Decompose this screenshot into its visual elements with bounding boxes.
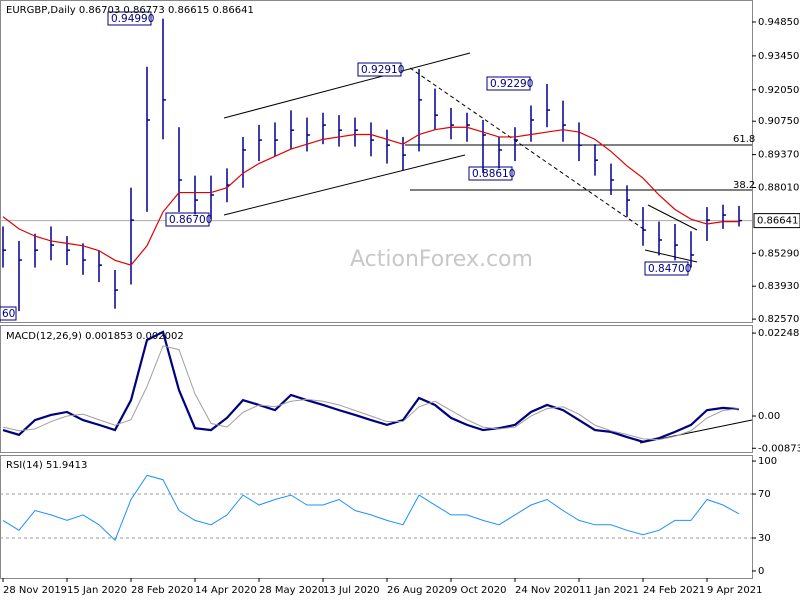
price-label-text: 0.92290 bbox=[490, 78, 533, 90]
price-label: 0.92910 bbox=[357, 62, 404, 77]
price-panel bbox=[0, 0, 753, 323]
indicator-line bbox=[2, 330, 740, 443]
y-tick-label: 0.92050 bbox=[758, 85, 799, 96]
y-tick-label: 0.82570 bbox=[758, 314, 799, 325]
y-tick-label: 0.85290 bbox=[758, 248, 799, 259]
indicator-line bbox=[2, 345, 740, 441]
x-tick-label: 28 Nov 2019 bbox=[3, 585, 67, 596]
y-tick-label: -0.008736 bbox=[758, 443, 800, 454]
x-tick-label: 24 Feb 2021 bbox=[643, 585, 705, 596]
y-tick-label: 0.89370 bbox=[758, 150, 799, 161]
y-tick-label: 30 bbox=[758, 533, 771, 544]
moving-average bbox=[2, 126, 739, 266]
price-label-text: 0.86700 bbox=[169, 214, 212, 226]
price-label-text: 0.94990 bbox=[111, 13, 154, 25]
y-tick-label: 100 bbox=[758, 456, 777, 467]
trend-line bbox=[409, 67, 646, 231]
price-label-text: 0.84700 bbox=[648, 263, 691, 275]
x-tick-label: 13 Jul 2020 bbox=[323, 585, 380, 596]
panel-title: MACD(12,26,9) 0.001853 0.002002 bbox=[6, 331, 184, 342]
price-label: 0.94990 bbox=[107, 11, 154, 26]
y-tick-label: 0.90750 bbox=[758, 116, 799, 127]
y-tick-label: 0.83930 bbox=[758, 281, 799, 292]
price-label: 0.92290 bbox=[486, 76, 533, 91]
price-label-text: 0.88610 bbox=[472, 168, 515, 180]
x-tick-label: 26 Aug 2020 bbox=[387, 585, 451, 596]
price-label: 60 bbox=[0, 306, 17, 321]
x-tick-label: 9 Apr 2021 bbox=[707, 585, 762, 596]
x-tick-label: 24 Nov 2020 bbox=[515, 585, 579, 596]
x-tick-label: 28 Feb 2020 bbox=[131, 585, 193, 596]
watermark: ActionForex.com bbox=[350, 247, 533, 272]
x-tick-label: 15 Jan 2020 bbox=[67, 585, 127, 596]
price-label-text: 0.92910 bbox=[361, 64, 404, 76]
price-label: 0.86700 bbox=[165, 212, 212, 227]
channel-line bbox=[223, 154, 466, 216]
y-tick-label: 0.00 bbox=[758, 411, 780, 422]
fib-label: 61.8 bbox=[733, 134, 755, 145]
y-tick-label: 0 bbox=[758, 566, 764, 577]
x-tick-label: 11 Jan 2021 bbox=[579, 585, 639, 596]
panel-title: EURGBP,Daily 0.86703 0.86773 0.86615 0.8… bbox=[6, 5, 254, 16]
x-tick-label: 28 May 2020 bbox=[259, 585, 324, 596]
wedge-line bbox=[647, 204, 698, 231]
channel-line bbox=[223, 52, 471, 119]
price-label: 0.88610 bbox=[468, 166, 515, 181]
y-tick-label: 0.93450 bbox=[758, 51, 799, 62]
macd-panel bbox=[0, 325, 753, 453]
panel-title: RSI(14) 51.9413 bbox=[6, 460, 87, 471]
x-tick-label: 9 Oct 2020 bbox=[451, 585, 506, 596]
price-label-text: 60 bbox=[2, 308, 15, 320]
rsi-panel bbox=[0, 455, 753, 579]
y-tick-label: 0.94850 bbox=[758, 17, 799, 28]
price-label: 0.84700 bbox=[644, 261, 691, 276]
y-tick-label: 70 bbox=[758, 489, 771, 500]
last-price-box bbox=[753, 213, 800, 229]
fib-label: 38.2 bbox=[733, 180, 755, 191]
wedge-line bbox=[644, 249, 698, 263]
y-tick-label: 0.022482 bbox=[758, 328, 800, 339]
x-tick-label: 14 Apr 2020 bbox=[195, 585, 257, 596]
last-price-label: 0.86641 bbox=[757, 216, 798, 227]
indicator-line bbox=[2, 474, 740, 542]
y-tick-label: 0.88010 bbox=[758, 182, 799, 193]
